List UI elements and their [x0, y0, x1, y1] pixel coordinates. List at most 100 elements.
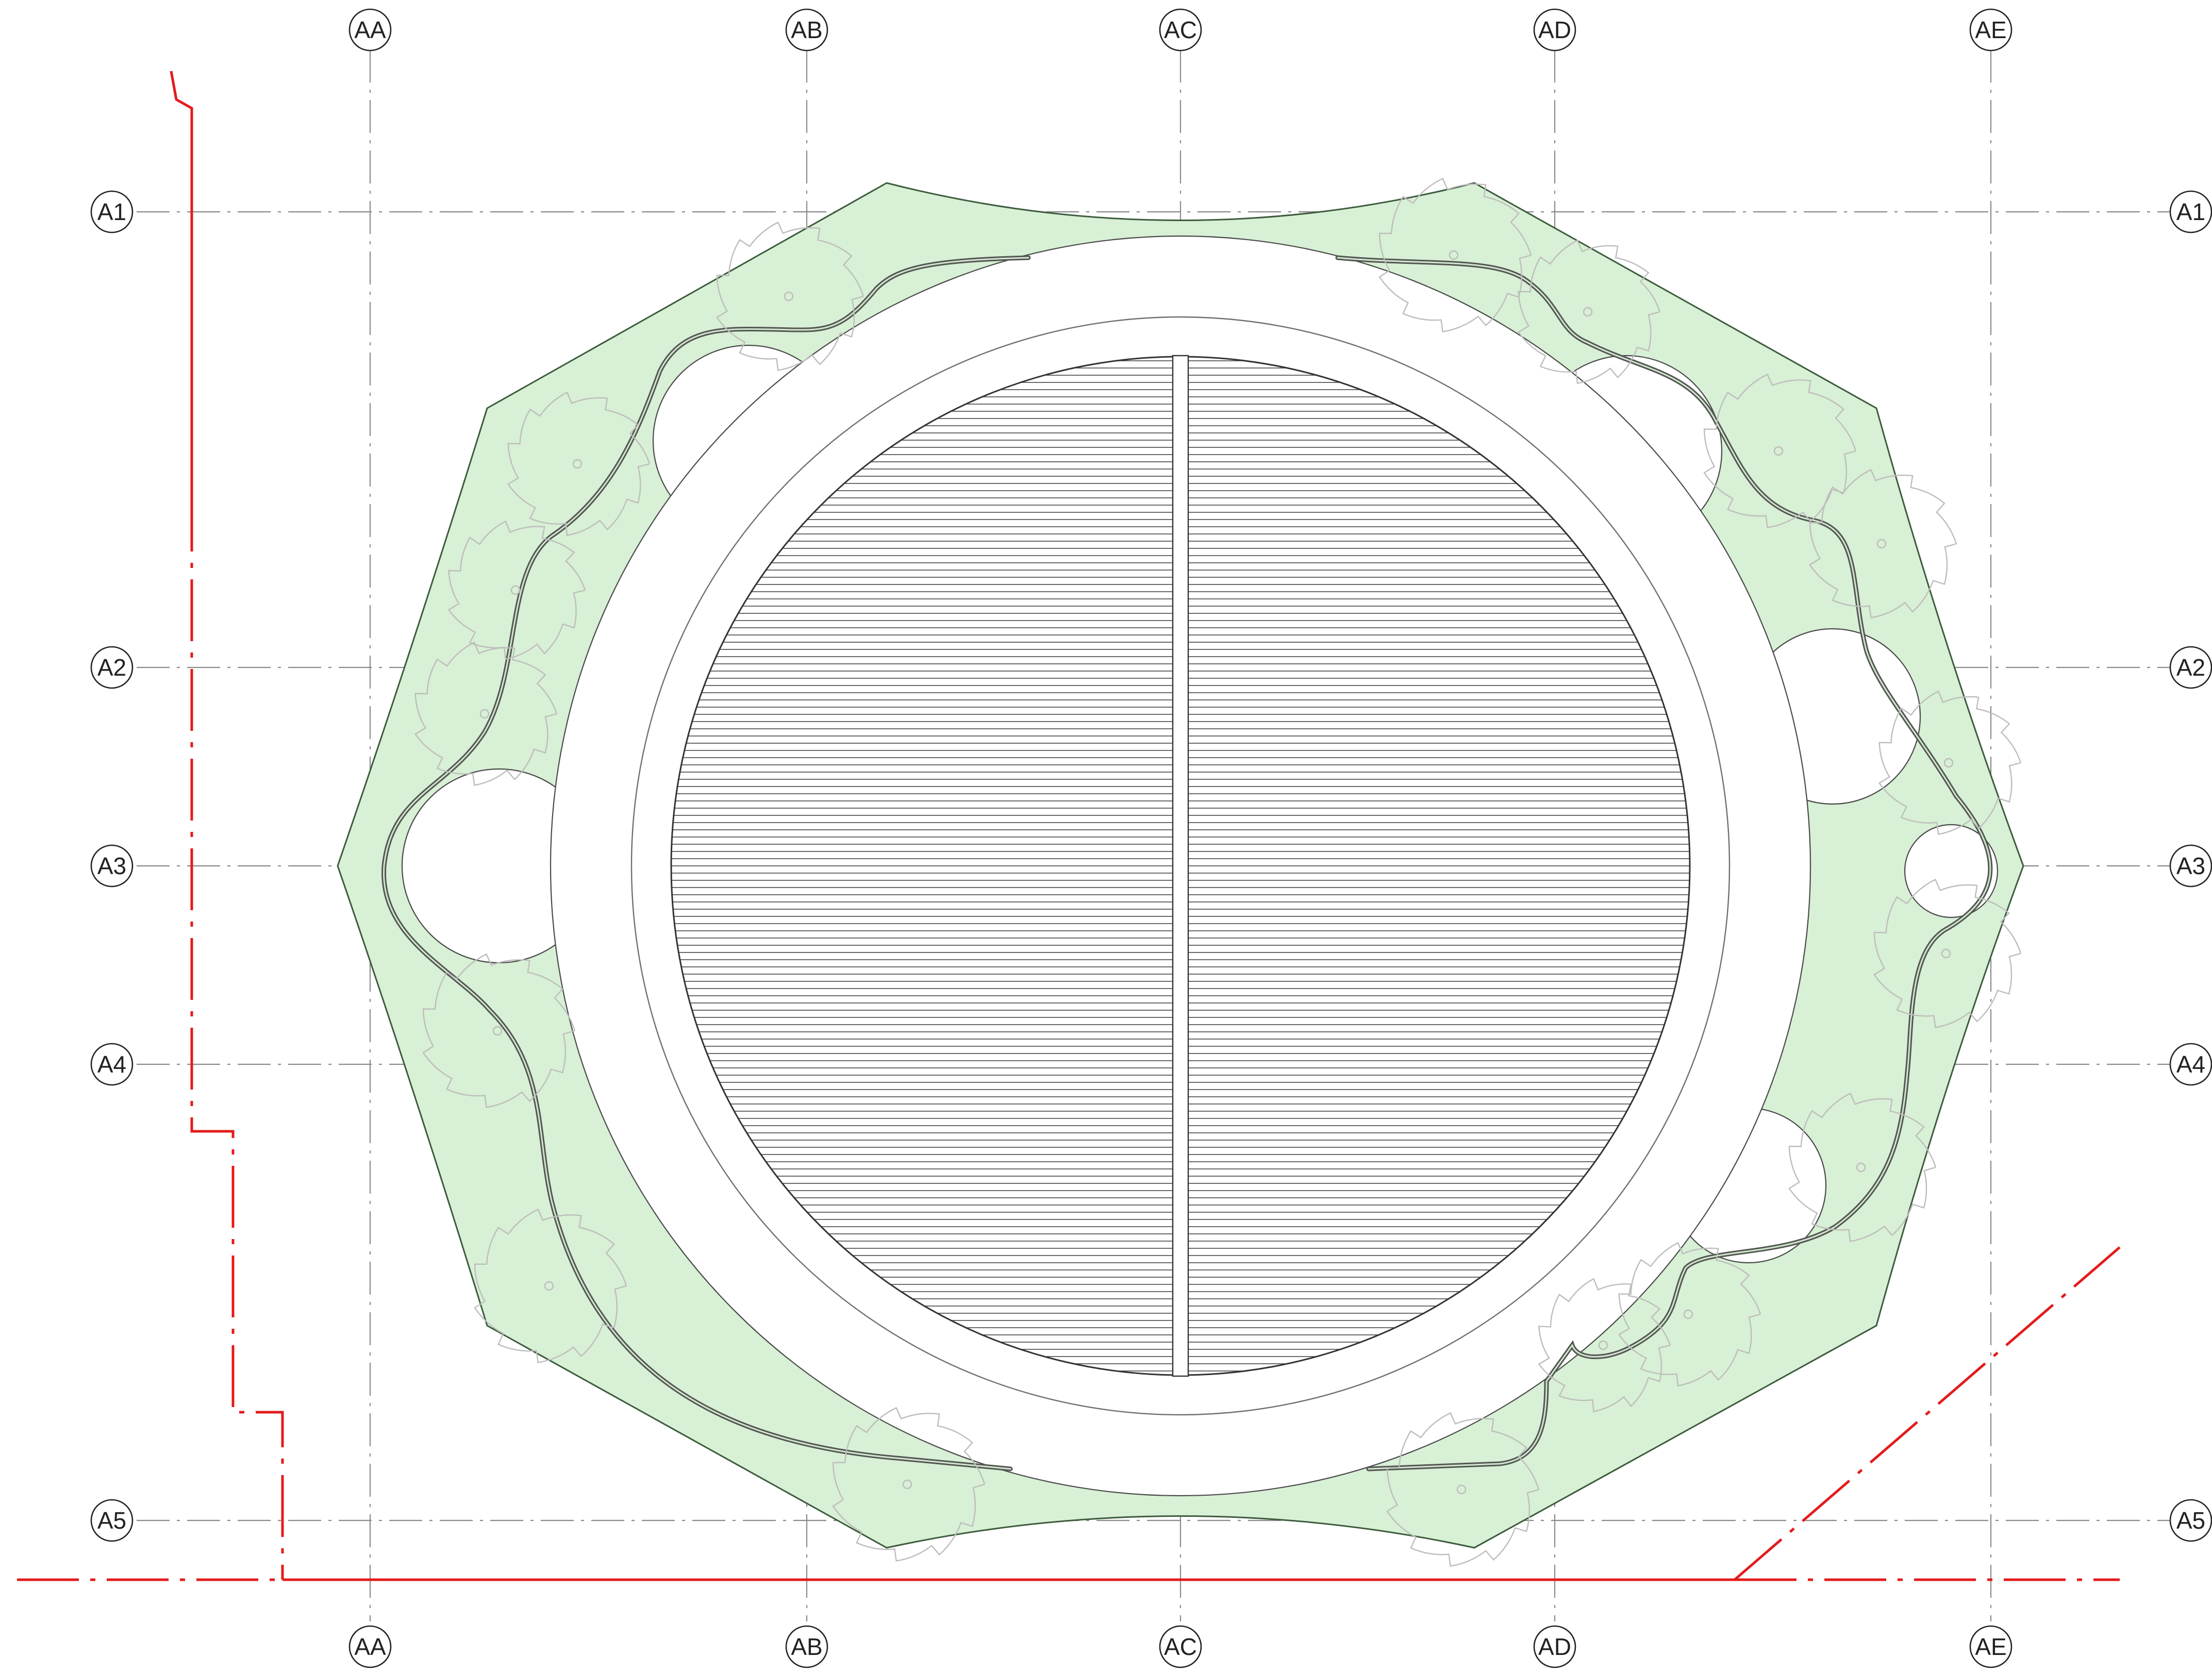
- tree-trunk-dot: [544, 1281, 554, 1291]
- tree-canopy-outline: [1386, 1412, 1540, 1567]
- grid-label: A3: [2176, 852, 2205, 879]
- grid-label: A3: [97, 852, 126, 879]
- grid-bubble-AC-bottom: AC: [1159, 1625, 1202, 1668]
- tree-trunk-dot: [902, 1479, 912, 1490]
- grid-bubble-A3-right: A3: [2169, 844, 2212, 888]
- grid-label: AB: [791, 1633, 822, 1660]
- grid-bubble-A2-left: A2: [90, 646, 134, 689]
- grid-label: A5: [97, 1507, 126, 1534]
- grid-label: A1: [97, 198, 126, 225]
- tree-canopy-outline: [1618, 1242, 1761, 1387]
- grid-label: AB: [791, 16, 822, 43]
- tree-icon: [1517, 239, 1661, 384]
- tree-trunk-dot: [1943, 758, 1954, 768]
- walking-path-centerline: [1337, 257, 1991, 1470]
- tree-trunk-dot: [1456, 1484, 1467, 1495]
- tree-icon: [507, 391, 651, 537]
- tree-trunk-dot: [479, 709, 490, 719]
- grid-label: A2: [97, 654, 126, 681]
- grid-label: AE: [1975, 16, 2006, 43]
- tree-canopy-outline: [1788, 1092, 1937, 1242]
- tree-trunk-dot: [510, 585, 521, 595]
- walking-path: [381, 255, 1993, 1471]
- tree-canopy-outline: [832, 1407, 986, 1562]
- tree-canopy-outline: [474, 1208, 627, 1363]
- tree-icon: [832, 1407, 986, 1562]
- grid-bubble-A2-right: A2: [2169, 646, 2212, 689]
- tree-icon: [447, 520, 586, 660]
- grid-bubble-AE-top: AE: [1969, 8, 2013, 52]
- grid-bubble-AB-bottom: AB: [785, 1625, 828, 1668]
- tree-icon: [1809, 469, 1957, 618]
- tree-canopy-outline: [447, 520, 586, 660]
- grid-label: AA: [354, 16, 386, 43]
- tree-icon: [1873, 878, 2022, 1028]
- grid-bubble-AB-top: AB: [785, 8, 828, 52]
- grid-label: A4: [2176, 1051, 2205, 1078]
- tree-canopy-outline: [1809, 469, 1957, 618]
- tree-canopy-outline: [507, 391, 651, 537]
- tree-canopy-outline: [414, 641, 558, 787]
- boundary-line-left-dashed: [190, 490, 284, 1580]
- tree-canopy-outline: [1878, 690, 2022, 835]
- grid-label: A2: [2176, 654, 2205, 681]
- tree-icon: [1378, 177, 1532, 332]
- grid-label: A5: [2176, 1507, 2205, 1534]
- tree-trunk-dot: [1598, 1340, 1608, 1350]
- grid-bubble-AA-top: AA: [348, 8, 392, 52]
- grid-label: A1: [2176, 198, 2205, 225]
- plaza-cutout: [1904, 824, 1999, 918]
- grid-bubble-A5-left: A5: [90, 1499, 134, 1542]
- tree-trunk-dot: [492, 1026, 503, 1036]
- tree-canopy-outline: [716, 221, 864, 371]
- grid-bubble-AE-bottom: AE: [1969, 1625, 2013, 1668]
- tree-icon: [414, 641, 558, 787]
- grid-bubble-AA-bottom: AA: [348, 1625, 392, 1668]
- grid-label: AC: [1164, 16, 1197, 43]
- tree-icon: [1386, 1412, 1540, 1567]
- tree-icon: [1618, 1242, 1761, 1387]
- grid-label: AD: [1538, 1633, 1571, 1660]
- boundary-line-diagonal: [1734, 1246, 2121, 1581]
- tree-icon: [422, 953, 576, 1108]
- tree-canopy-outline: [1538, 1278, 1671, 1413]
- tree-canopy-outline: [1873, 878, 2022, 1028]
- grid-bubble-A4-left: A4: [90, 1043, 134, 1086]
- tree-trunk-dot: [1856, 1162, 1866, 1173]
- tree-canopy-outline: [1378, 177, 1532, 332]
- grid-label: A4: [97, 1051, 126, 1078]
- grid-label: AE: [1975, 1633, 2006, 1660]
- tree-trunk-dot: [572, 459, 583, 469]
- tree-icon: [1878, 690, 2022, 835]
- tree-icon: [1788, 1092, 1937, 1242]
- grid-bubble-A1-right: A1: [2169, 190, 2212, 233]
- deck-center-divider: [1172, 355, 1189, 1377]
- tree-trunk-dot: [1941, 948, 1951, 959]
- grid-bubble-A1-left: A1: [90, 190, 134, 233]
- tree-canopy-outline: [1703, 373, 1857, 528]
- tree-trunk-dot: [1683, 1309, 1693, 1319]
- tree-icon: [1703, 373, 1857, 528]
- site-boundary: [17, 71, 2121, 1581]
- grid-bubbles: AA AB AC AD AE AA AB AC: [90, 8, 2212, 1668]
- grid-label: AD: [1538, 16, 1571, 43]
- hatched-deck: [670, 355, 1691, 1377]
- tree-symbols: [414, 177, 2022, 1567]
- tree-trunk-dot: [1449, 250, 1459, 260]
- tree-canopy-outline: [422, 953, 576, 1108]
- tree-icon: [1538, 1278, 1671, 1413]
- grid-bubble-AC-top: AC: [1159, 8, 1202, 52]
- boundary-line-left: [170, 71, 193, 490]
- grid-bubble-A5-right: A5: [2169, 1499, 2212, 1542]
- grid-bubble-AD-bottom: AD: [1533, 1625, 1576, 1668]
- tree-icon: [474, 1208, 627, 1363]
- tree-trunk-dot: [784, 291, 794, 302]
- grid-bubble-AD-top: AD: [1533, 8, 1576, 52]
- tree-trunk-dot: [1583, 307, 1593, 317]
- grid-bubble-A4-right: A4: [2169, 1043, 2212, 1086]
- tree-trunk-dot: [1773, 446, 1784, 456]
- tree-canopy-outline: [1517, 239, 1661, 384]
- tree-trunk-dot: [1876, 539, 1887, 549]
- grid-label: AC: [1164, 1633, 1197, 1660]
